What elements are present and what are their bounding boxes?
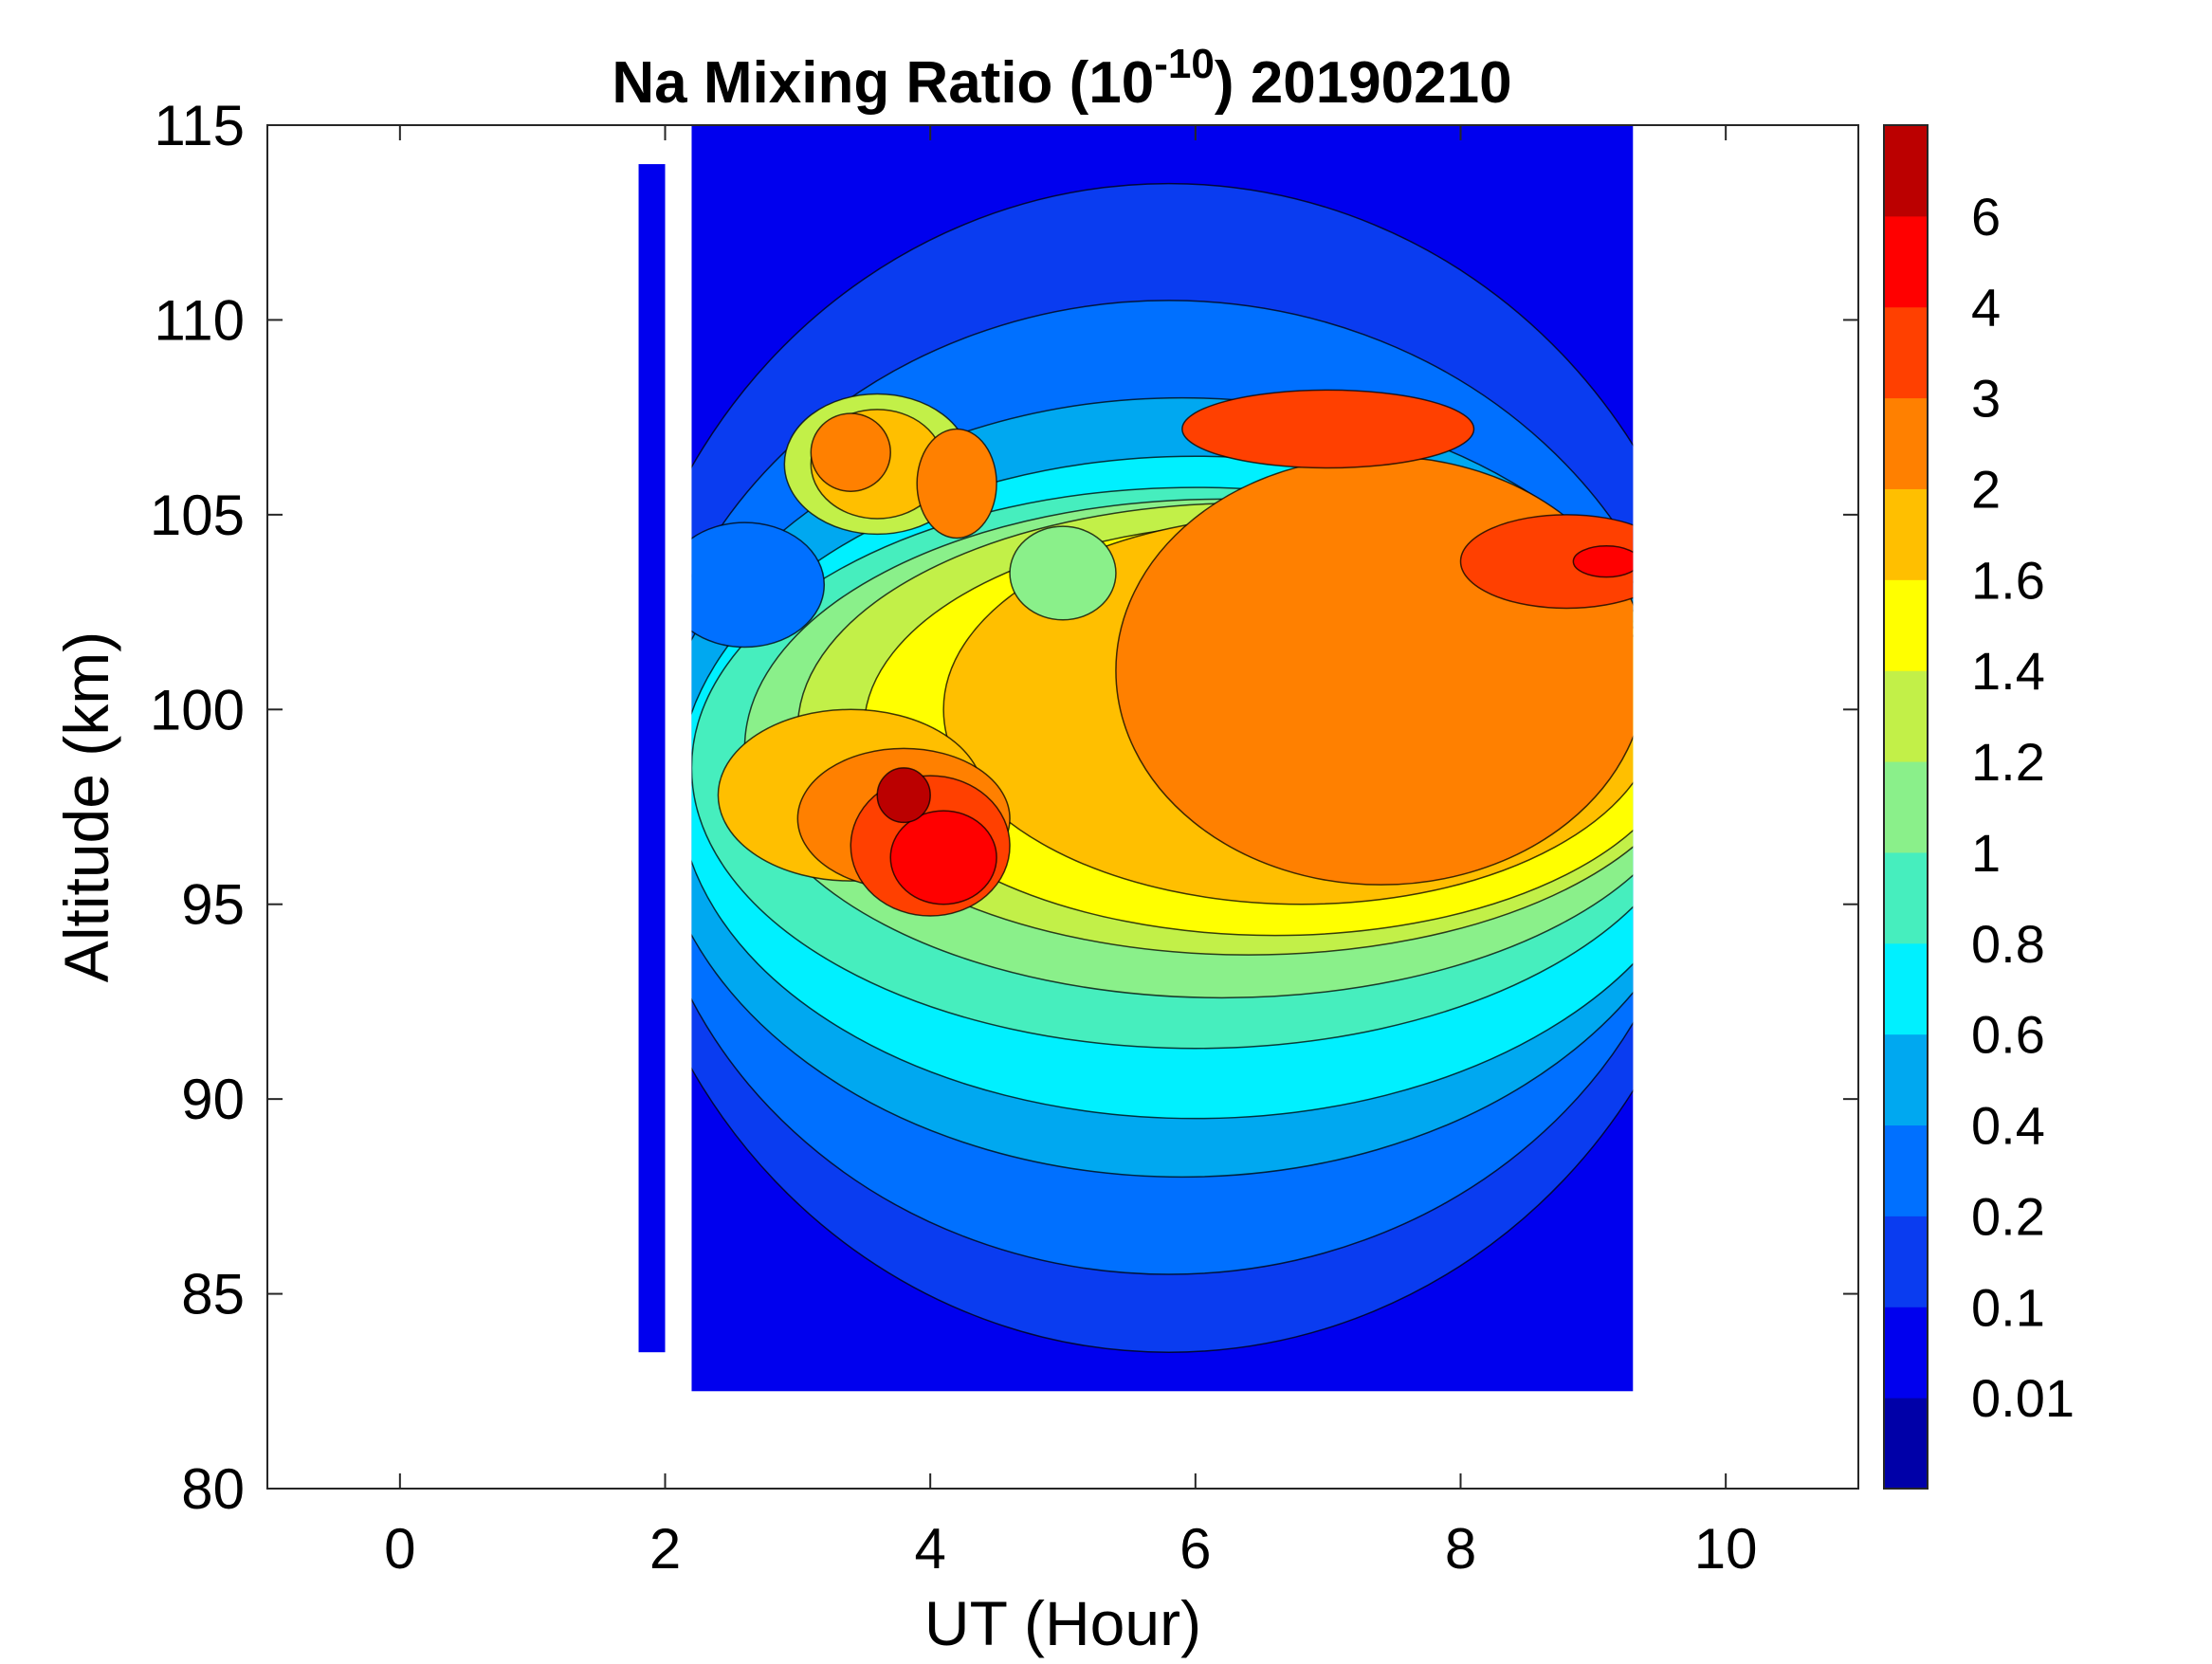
colorbar-label: 2 <box>1971 459 2001 519</box>
colorbar-swatch <box>1884 397 1928 489</box>
colorbar-swatch <box>1884 851 1928 944</box>
contour-region <box>691 521 826 649</box>
y-tick-label: 80 <box>181 1457 245 1521</box>
colorbar-swatch <box>1884 215 1928 308</box>
y-axis-title: Altitude (km) <box>51 631 121 982</box>
contour-region <box>889 810 997 905</box>
colorbar-label: 6 <box>1971 187 2001 247</box>
colorbar-swatch <box>1884 670 1928 762</box>
y-tick-label: 100 <box>150 678 245 741</box>
colorbar-label: 0.1 <box>1971 1277 2045 1337</box>
colorbar-label: 1.2 <box>1971 732 2045 792</box>
contour-region <box>810 412 891 492</box>
colorbar-swatch <box>1884 579 1928 671</box>
y-tick-label: 105 <box>150 484 245 547</box>
y-tick-label: 95 <box>181 873 245 937</box>
colorbar-swatch <box>1884 1307 1928 1399</box>
y-tick-label: 110 <box>154 288 245 352</box>
chart-title: Na Mixing Ratio (10-10) 20190210 <box>612 41 1511 116</box>
x-tick-label: 2 <box>649 1517 681 1581</box>
colorbar-swatch <box>1884 761 1928 853</box>
colorbar-swatch <box>1884 1216 1928 1307</box>
colorbar-label: 3 <box>1971 369 2001 429</box>
colorbar-swatch <box>1884 1398 1928 1490</box>
colorbar-label: 4 <box>1971 278 2001 338</box>
x-tick-label: 8 <box>1445 1517 1476 1581</box>
contour-region <box>1572 544 1634 578</box>
colorbar-label: 0.8 <box>1971 914 2045 974</box>
y-tick-label: 115 <box>154 94 245 157</box>
title-suffix: ) 20190210 <box>1215 50 1512 116</box>
colorbar-swatch <box>1884 125 1928 217</box>
x-axis: 0 2 4 6 8 10 <box>384 125 1758 1581</box>
title-base: Na Mixing Ratio (10 <box>612 50 1154 116</box>
y-tick-label: 90 <box>181 1068 245 1131</box>
colorbar-swatch <box>1884 1125 1928 1216</box>
colorbar-label: 0.6 <box>1971 1005 2045 1065</box>
x-axis-title: UT (Hour) <box>924 1588 1201 1658</box>
contour-region <box>916 428 997 539</box>
x-tick-label: 0 <box>384 1517 415 1581</box>
colorbar-label: 0.01 <box>1971 1368 2075 1428</box>
plot-area <box>638 125 1634 1392</box>
x-tick-label: 6 <box>1179 1517 1211 1581</box>
plot-frame <box>266 124 1859 1490</box>
contour-field <box>691 183 1634 1353</box>
colorbar-swatch <box>1884 306 1928 399</box>
x-tick-label: 4 <box>914 1517 945 1581</box>
contour-region <box>1181 389 1475 469</box>
colorbar-label: 1 <box>1971 823 2001 883</box>
contour-region <box>1009 525 1117 621</box>
y-axis: 80 85 90 95 100 105 110 115 <box>150 94 1858 1521</box>
colorbar-swatch <box>1884 942 1928 1035</box>
contour-region <box>876 767 931 824</box>
contour-region <box>1459 514 1634 610</box>
colorbar-label: 0.4 <box>1971 1096 2045 1156</box>
colorbar: 0.01 0.1 0.2 0.4 0.6 0.8 1 1.2 1.4 1.6 2 3 4 6 <box>1883 124 2075 1490</box>
title-exponent: -10 <box>1154 41 1215 87</box>
colorbar-swatch <box>1884 1033 1928 1126</box>
x-tick-label: 10 <box>1694 1517 1758 1581</box>
colorbar-label: 1.6 <box>1971 550 2045 610</box>
colorbar-frame <box>1883 124 1929 1490</box>
y-tick-label: 85 <box>181 1263 245 1326</box>
colorbar-swatch <box>1884 488 1928 580</box>
colorbar-label: 0.2 <box>1971 1186 2045 1246</box>
colorbar-label: 1.4 <box>1971 641 2045 701</box>
coverage-segment-1 <box>638 164 666 1353</box>
